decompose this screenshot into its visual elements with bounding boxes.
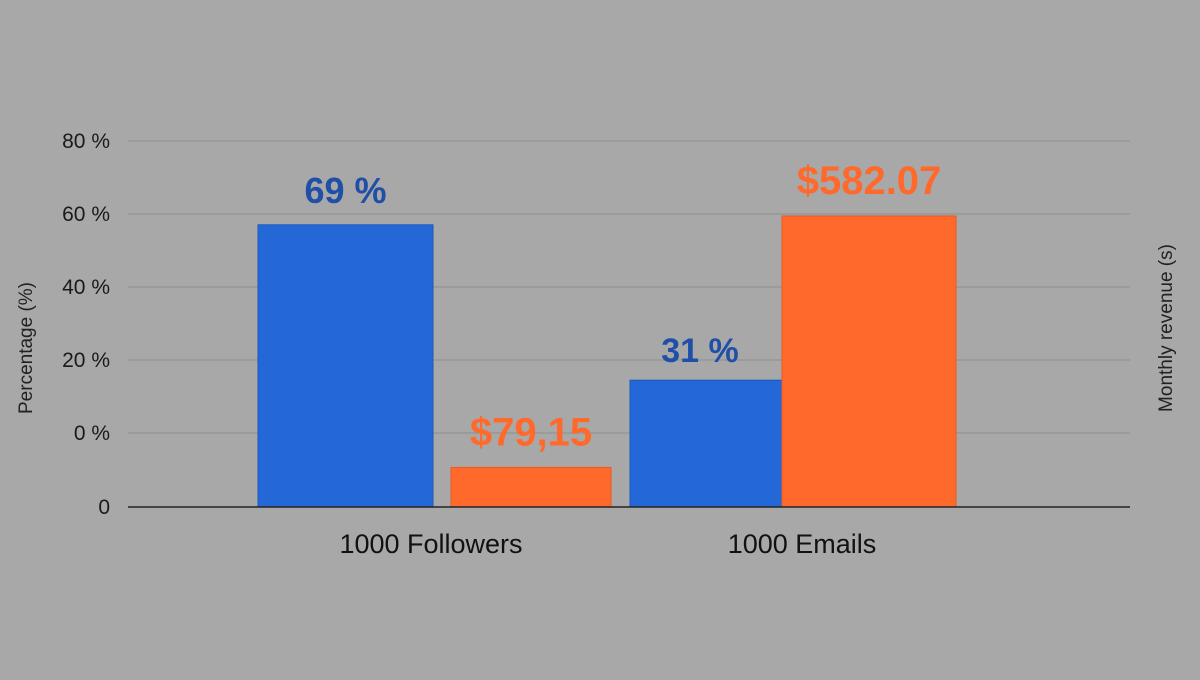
y-tick-label: 40 %	[62, 276, 110, 299]
data-labels: 69 % 31 % $79,15 $582.07	[304, 159, 941, 454]
x-category-label: 1000 Emails	[728, 529, 877, 559]
y-axis-title-right: Monthly revenue (s)	[1156, 244, 1177, 412]
y-tick-label: 0 %	[74, 422, 110, 445]
bar	[450, 466, 612, 508]
data-label: 69 %	[304, 170, 386, 211]
y-tick-label: 80 %	[62, 130, 110, 153]
axes: 0 0 % 20 % 40 % 60 % 80 % 1000 Followers 1000 E…	[62, 130, 1130, 559]
bar	[629, 379, 783, 508]
y-tick-label: 60 %	[62, 203, 110, 226]
y-axis-title-left: Percentage (%)	[16, 282, 37, 414]
bar	[781, 215, 957, 508]
bars	[257, 215, 957, 508]
data-label: $79,15	[470, 410, 592, 454]
data-label: $582.07	[797, 159, 942, 203]
data-label: 31 %	[661, 332, 739, 370]
bar	[257, 224, 434, 508]
x-category-label: 1000 Followers	[339, 529, 522, 559]
y-tick-label: 0	[98, 496, 110, 519]
y-tick-label: 20 %	[62, 349, 110, 372]
